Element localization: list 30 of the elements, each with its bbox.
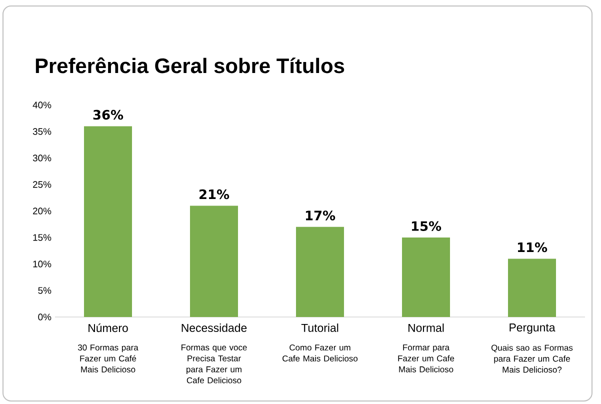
bar — [190, 206, 238, 317]
y-tick-label: 25% — [33, 181, 52, 188]
data-label: 11% — [518, 242, 548, 252]
text: Formar para Fazer um Cafe Mais Delicioso — [398, 344, 454, 372]
y-tick-label: 15% — [33, 234, 52, 241]
data-label: 36% — [93, 110, 124, 120]
y-tick-label: 35% — [32, 128, 52, 135]
data-label: 21% — [200, 189, 230, 200]
bar — [402, 238, 450, 317]
chart-title: Preferência Geral sobre Títulos — [36, 57, 344, 74]
bar — [296, 226, 344, 317]
y-tick-label: 5% — [38, 287, 52, 294]
bar — [84, 126, 132, 317]
x-tick-label: Pergunta — [510, 324, 556, 334]
y-tick-label: 40% — [32, 102, 52, 108]
x-tick-label: Número — [88, 324, 128, 332]
y-tick-label: 10% — [33, 260, 52, 268]
x-tick-label: Tutorial — [301, 324, 338, 332]
text: Quais sao as Formas para Fazer um Cafe Mais Delicioso? — [491, 344, 573, 373]
x-tick-label: Normal — [408, 324, 444, 332]
data-label: 17% — [306, 210, 336, 220]
y-tick-label: 0% — [38, 314, 52, 320]
data-label: 15% — [412, 221, 442, 231]
y-tick-label: 20% — [33, 208, 52, 214]
text: Como Fazer um Cafe Mais Delicioso — [282, 344, 358, 362]
text: 30 Formas para Fazer um Café Mais Delicioso — [78, 344, 138, 372]
text: Formas que voce Precisa Testar para Fazer um Cafe Delicioso — [182, 344, 247, 384]
bar — [508, 258, 556, 317]
x-tick-label: Necessidade — [182, 324, 247, 332]
y-tick-label: 30% — [32, 154, 52, 162]
